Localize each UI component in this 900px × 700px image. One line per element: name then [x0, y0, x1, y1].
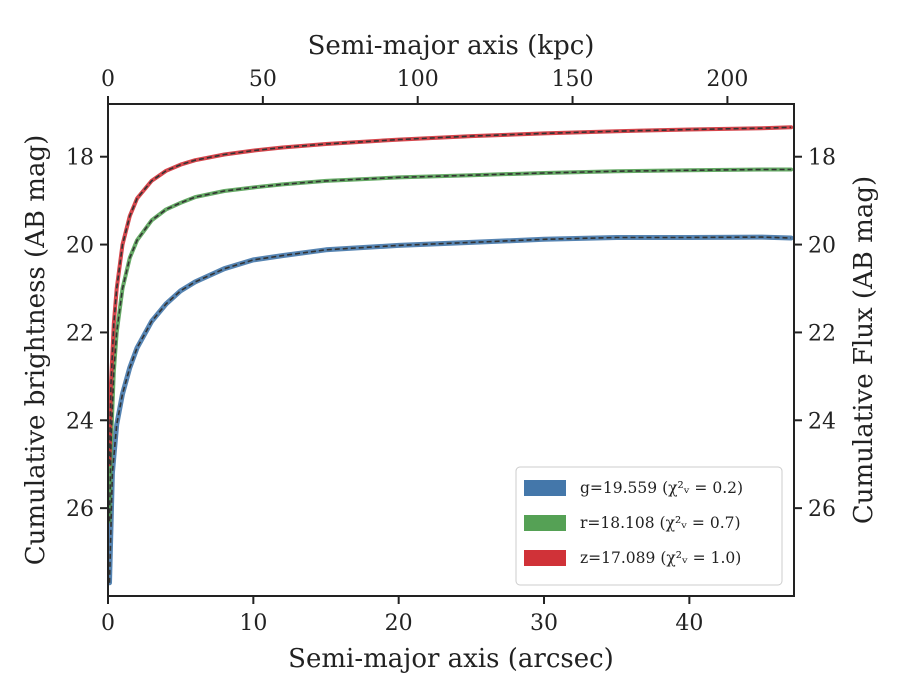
x-tick-label: 20	[385, 611, 413, 636]
y-axis-label: Cumulative brightness (AB mag)	[21, 135, 51, 566]
legend: g=19.559 (χ²ᵥ = 0.2) r=18.108 (χ²ᵥ = 0.7)…	[515, 466, 783, 586]
top-x-axis-label: Semi-major axis (kpc)	[308, 31, 595, 61]
right-y-tick-label: 26	[808, 497, 836, 522]
right-y-axis-label: Cumulative Flux (AB mag)	[849, 176, 879, 524]
axis-ticks: 0 10 20 30 40 0 50 100 150 200 18 18 20 20 22 22 24 24 26 2…	[66, 67, 836, 636]
legend-frame	[515, 466, 783, 586]
top-x-tick-label: 0	[101, 67, 115, 92]
y-tick-label: 20	[66, 234, 94, 259]
legend-swatch	[524, 515, 566, 531]
y-tick-label: 26	[66, 497, 94, 522]
y-tick-label: 22	[66, 321, 94, 346]
series-fit-line	[108, 168, 792, 522]
right-y-tick-label: 18	[808, 146, 836, 171]
x-axis-label: Semi-major axis (arcsec)	[288, 644, 614, 674]
x-tick-label: 30	[530, 611, 558, 636]
right-y-tick-label: 22	[808, 321, 836, 346]
legend-label: g=19.559 (χ²ᵥ = 0.2)	[580, 479, 743, 497]
y-tick-label: 24	[66, 409, 94, 434]
legend-swatch	[524, 480, 566, 496]
series-fit-line	[108, 126, 792, 465]
top-x-tick-label: 100	[397, 67, 439, 92]
legend-label: r=18.108 (χ²ᵥ = 0.7)	[580, 514, 741, 532]
top-x-tick-label: 50	[249, 67, 277, 92]
series-fit-line	[108, 236, 792, 583]
x-tick-label: 10	[239, 611, 267, 636]
legend-swatch	[524, 550, 566, 566]
right-y-tick-label: 24	[808, 409, 836, 434]
right-y-tick-label: 20	[808, 234, 836, 259]
top-x-tick-label: 150	[552, 67, 594, 92]
x-tick-label: 0	[101, 611, 115, 636]
y-tick-label: 18	[66, 146, 94, 171]
legend-label: z=17.089 (χ²ᵥ = 1.0)	[580, 549, 741, 567]
x-tick-label: 40	[675, 611, 703, 636]
plot-frame	[107, 103, 795, 597]
fit-lines	[108, 126, 792, 583]
top-x-tick-label: 200	[706, 67, 748, 92]
